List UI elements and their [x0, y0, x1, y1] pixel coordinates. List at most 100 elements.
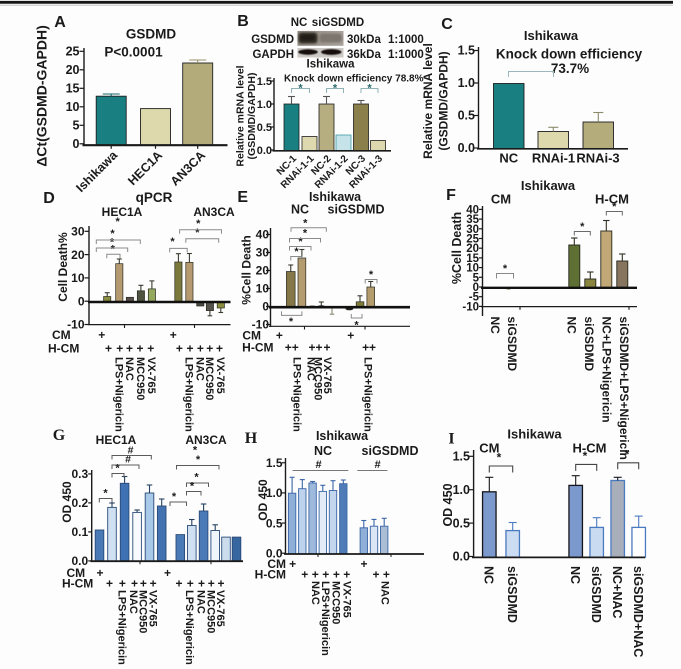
svg-text:0.0: 0.0 [257, 145, 272, 157]
svg-text:+: + [383, 568, 390, 582]
svg-text:+: + [105, 342, 112, 356]
svg-text:Ishikawa: Ishikawa [307, 59, 356, 71]
svg-text:*: * [298, 236, 303, 248]
svg-text:+: + [276, 329, 283, 343]
svg-text:20: 20 [71, 248, 85, 262]
svg-text:siGSDMD: siGSDMD [505, 566, 519, 623]
svg-text:+: + [372, 568, 379, 582]
svg-text:*: * [497, 451, 502, 465]
svg-text:1.0: 1.0 [453, 483, 470, 497]
svg-text:VX-765: VX-765 [214, 357, 226, 394]
svg-text:+: + [208, 577, 215, 591]
svg-text:30: 30 [71, 225, 85, 239]
svg-text:VX-765: VX-765 [145, 357, 157, 394]
svg-text:*: * [190, 481, 195, 493]
svg-text:+: + [360, 557, 367, 571]
svg-text:#: # [128, 445, 134, 457]
svg-text:5: 5 [73, 119, 80, 133]
svg-text:+: + [312, 568, 319, 582]
svg-text:NAC: NAC [309, 581, 321, 605]
svg-text:30: 30 [256, 246, 270, 260]
svg-text:15: 15 [466, 253, 479, 265]
svg-text:siGSDMD: siGSDMD [328, 203, 385, 217]
svg-text:*: * [110, 237, 115, 249]
svg-text:0.0: 0.0 [72, 554, 89, 568]
svg-text:+: + [206, 342, 213, 356]
svg-text:+: + [285, 341, 292, 355]
svg-text:+: + [198, 577, 205, 591]
svg-text:%Cell Death: %Cell Death [450, 212, 464, 284]
svg-text:*: * [583, 449, 588, 463]
svg-text:siGSDMD: siGSDMD [582, 317, 596, 372]
svg-text:+: + [315, 341, 322, 355]
svg-text:*: * [333, 83, 338, 95]
svg-text:NAC: NAC [305, 357, 317, 381]
svg-text:0.5: 0.5 [453, 516, 470, 530]
svg-text:Ishikawa: Ishikawa [524, 28, 579, 43]
svg-text:NC: NC [291, 203, 309, 217]
svg-text:I: I [448, 431, 454, 448]
svg-text:20: 20 [66, 63, 80, 77]
svg-text:AN3CA: AN3CA [193, 205, 235, 219]
svg-text:30kDa: 30kDa [347, 34, 381, 46]
svg-text:40: 40 [256, 228, 270, 242]
svg-text:OD 450: OD 450 [256, 479, 270, 521]
svg-text:MCC950: MCC950 [134, 357, 146, 400]
svg-text:*: * [625, 448, 630, 462]
svg-text:1:1000: 1:1000 [388, 34, 424, 46]
svg-text:*: * [172, 491, 177, 503]
svg-text:*: * [298, 83, 303, 95]
svg-text:+: + [369, 341, 376, 355]
svg-text:VX-765: VX-765 [147, 590, 159, 627]
svg-text:siGSDMD+LPS+Nigericin: siGSDMD+LPS+Nigericin [617, 317, 631, 460]
svg-text:VX-765: VX-765 [214, 590, 226, 627]
svg-text:+: + [98, 328, 105, 342]
svg-text:CM: CM [491, 192, 511, 207]
svg-text:25: 25 [66, 45, 80, 59]
svg-text:NC: NC [499, 151, 518, 166]
svg-text:siGSDMD+NAC: siGSDMD+NAC [631, 566, 645, 657]
svg-text:*: * [193, 445, 198, 457]
svg-text:*: * [103, 488, 108, 500]
svg-text:*: * [503, 263, 508, 275]
svg-text:0.2: 0.2 [72, 496, 89, 510]
svg-text:0: 0 [73, 137, 80, 151]
svg-text:1.5: 1.5 [266, 456, 283, 470]
svg-text:36kDa: 36kDa [347, 49, 381, 61]
svg-text:5: 5 [473, 272, 480, 284]
svg-text:%Cell Death: %Cell Death [240, 235, 254, 304]
svg-text:*: * [303, 217, 308, 229]
svg-text:LPS+Nigericin: LPS+Nigericin [183, 590, 195, 665]
svg-text:+: + [308, 341, 315, 355]
svg-text:ΔCt(GSDMD-GAPDH): ΔCt(GSDMD-GAPDH) [34, 25, 50, 167]
svg-text:A: A [54, 14, 66, 31]
svg-text:1.0: 1.0 [257, 99, 272, 111]
svg-text:*: * [289, 316, 294, 328]
svg-text:+: + [216, 342, 223, 356]
svg-text:NAC: NAC [127, 590, 139, 614]
svg-text:P<0.0001: P<0.0001 [104, 45, 163, 60]
svg-text:+: + [289, 557, 296, 571]
svg-text:NAC: NAC [195, 590, 207, 614]
svg-text:25: 25 [466, 234, 479, 246]
svg-text:+: + [131, 577, 138, 591]
svg-text:*: * [294, 246, 299, 258]
svg-text:MCC950: MCC950 [312, 357, 324, 400]
svg-text:NAC: NAC [123, 357, 135, 381]
svg-text:Knock down efficiency 78.8%: Knock down efficiency 78.8% [284, 74, 424, 85]
svg-text:+: + [187, 577, 194, 591]
svg-text:VX-765: VX-765 [321, 357, 333, 394]
svg-text:0: 0 [473, 282, 479, 294]
svg-text:+: + [136, 342, 143, 356]
svg-text:*: * [612, 201, 617, 213]
svg-text:siGSDMD: siGSDMD [362, 444, 419, 458]
svg-text:(GSDMD/GAPDH): (GSDMD/GAPDH) [246, 73, 258, 160]
svg-text:-10: -10 [462, 301, 479, 313]
svg-text:(GSDMD/GAPDH): (GSDMD/GAPDH) [437, 51, 451, 150]
svg-text:RNAi-1: RNAi-1 [532, 151, 575, 166]
svg-text:*: * [369, 269, 374, 281]
svg-text:*: * [170, 236, 175, 248]
svg-text:#: # [315, 459, 321, 471]
svg-text:HEC1A: HEC1A [102, 205, 143, 219]
svg-text:Ishikawa: Ishikawa [316, 429, 369, 443]
